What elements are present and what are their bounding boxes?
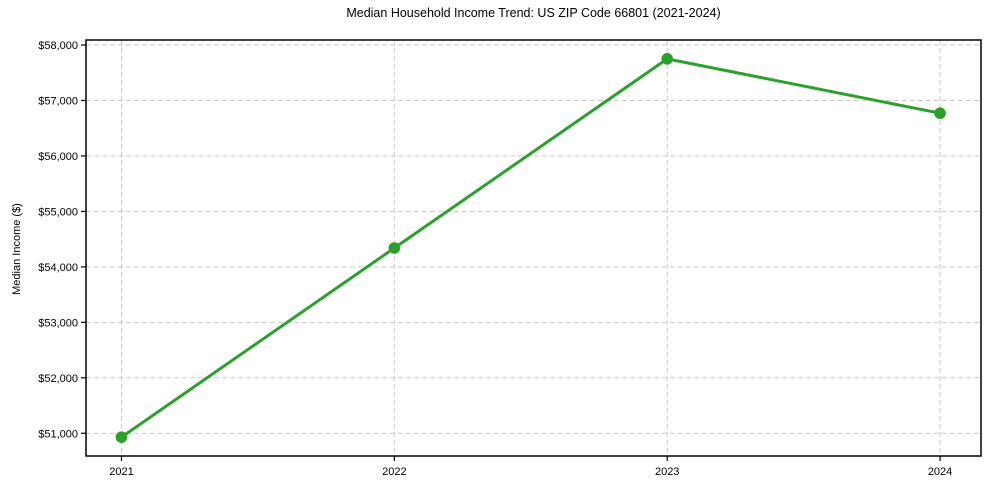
data-point-2022 (388, 242, 401, 254)
data-point-2024 (934, 107, 946, 120)
x-tick-label: 2023 (655, 466, 679, 478)
chart-title: Median Household Income Trend: US ZIP Co… (346, 6, 721, 20)
y-tick-label: $54,000 (38, 262, 78, 274)
x-tick-label: 2021 (109, 466, 133, 478)
y-tick-label: $53,000 (38, 317, 78, 329)
y-tick-label: $52,000 (38, 373, 78, 385)
trend-line (119, 57, 942, 439)
x-tick-label: 2024 (928, 466, 952, 478)
y-tick-label: $55,000 (38, 206, 78, 218)
y-tick-label: $56,000 (38, 151, 78, 163)
data-point-2023 (661, 53, 674, 65)
y-axis-label: Median Income ($) (11, 203, 23, 295)
x-tick-label: 2022 (382, 466, 406, 478)
data-point-2021 (115, 431, 128, 443)
y-tick-label: $57,000 (38, 95, 78, 107)
plot-border (85, 39, 982, 457)
y-tick-label: $58,000 (38, 40, 78, 52)
y-tick-label: $51,000 (38, 428, 78, 440)
